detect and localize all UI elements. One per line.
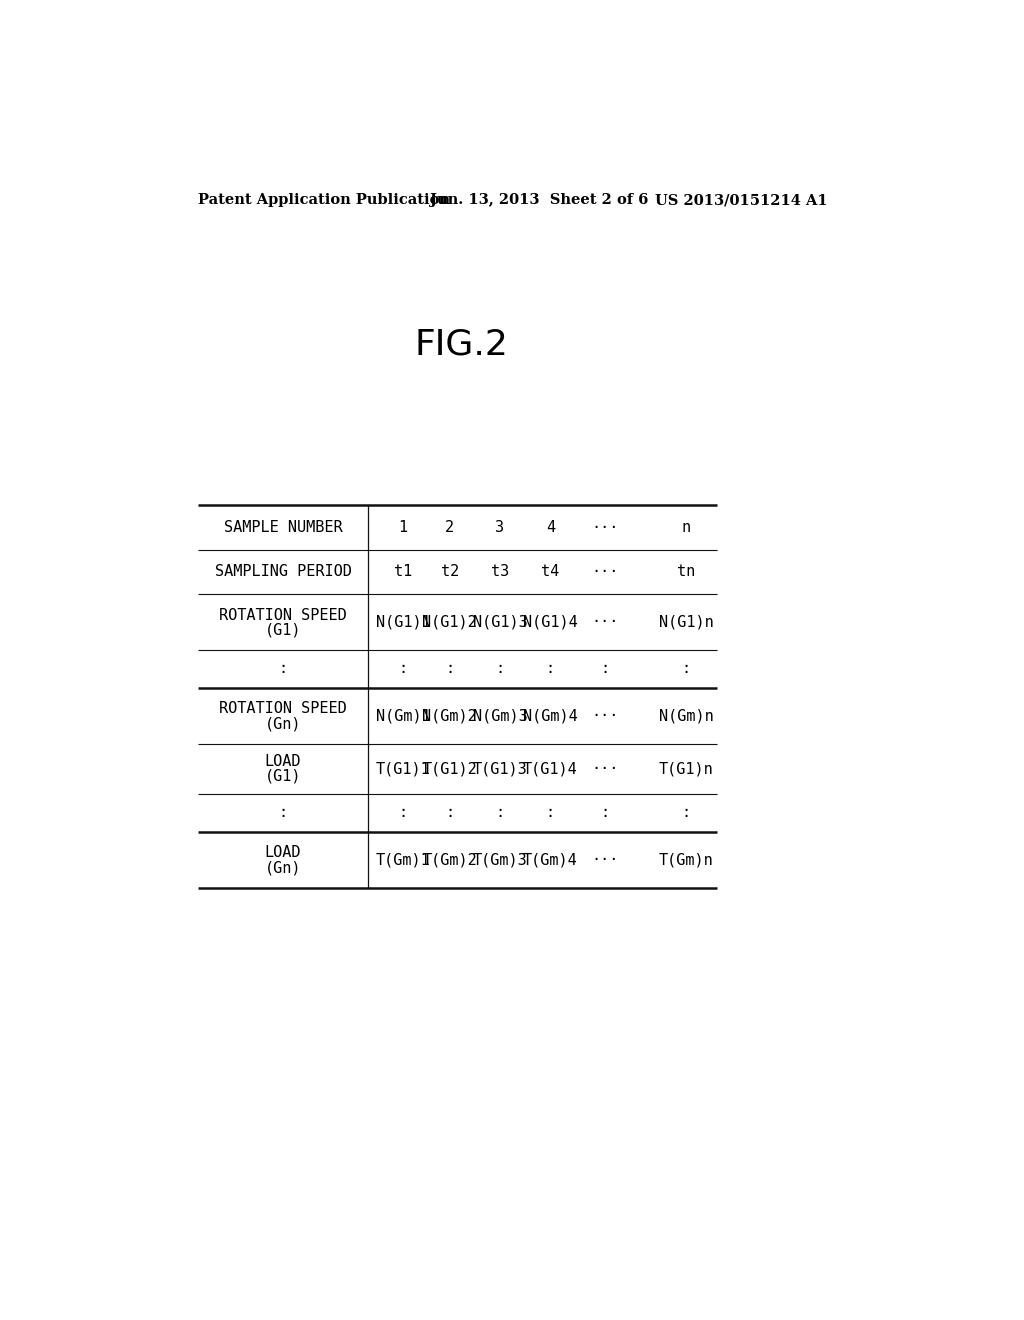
- Text: ROTATION SPEED: ROTATION SPEED: [219, 701, 347, 717]
- Text: FIG.2: FIG.2: [415, 327, 508, 362]
- Text: N(Gm)2: N(Gm)2: [422, 709, 477, 723]
- Text: 4: 4: [546, 520, 555, 535]
- Text: T(Gm)1: T(Gm)1: [376, 853, 430, 867]
- Text: tn: tn: [677, 565, 695, 579]
- Text: :: :: [398, 661, 408, 676]
- Text: N(Gm)1: N(Gm)1: [376, 709, 430, 723]
- Text: ROTATION SPEED: ROTATION SPEED: [219, 607, 347, 623]
- Text: ···: ···: [591, 709, 618, 723]
- Text: N(G1)3: N(G1)3: [473, 614, 527, 630]
- Text: N(Gm)n: N(Gm)n: [658, 709, 714, 723]
- Text: T(Gm)3: T(Gm)3: [473, 853, 527, 867]
- Text: ···: ···: [591, 520, 618, 535]
- Text: T(Gm)n: T(Gm)n: [658, 853, 714, 867]
- Text: t1: t1: [394, 565, 413, 579]
- Text: Patent Application Publication: Patent Application Publication: [198, 193, 450, 207]
- Text: :: :: [398, 805, 408, 821]
- Text: n: n: [681, 520, 690, 535]
- Text: :: :: [600, 805, 609, 821]
- Text: SAMPLING PERIOD: SAMPLING PERIOD: [215, 565, 351, 579]
- Text: T(Gm)2: T(Gm)2: [422, 853, 477, 867]
- Text: ···: ···: [591, 565, 618, 579]
- Text: US 2013/0151214 A1: US 2013/0151214 A1: [655, 193, 827, 207]
- Text: T(Gm)4: T(Gm)4: [523, 853, 578, 867]
- Text: :: :: [546, 661, 555, 676]
- Text: N(G1)2: N(G1)2: [422, 614, 477, 630]
- Text: (G1): (G1): [265, 622, 301, 638]
- Text: N(G1)n: N(G1)n: [658, 614, 714, 630]
- Text: T(G1)2: T(G1)2: [422, 762, 477, 776]
- Text: (Gn): (Gn): [265, 861, 301, 875]
- Text: :: :: [496, 661, 505, 676]
- Text: N(G1)4: N(G1)4: [523, 614, 578, 630]
- Text: :: :: [681, 661, 690, 676]
- Text: Jun. 13, 2013  Sheet 2 of 6: Jun. 13, 2013 Sheet 2 of 6: [430, 193, 648, 207]
- Text: :: :: [445, 661, 455, 676]
- Text: t2: t2: [440, 565, 459, 579]
- Text: :: :: [445, 805, 455, 821]
- Text: T(G1)4: T(G1)4: [523, 762, 578, 776]
- Text: :: :: [496, 805, 505, 821]
- Text: T(G1)3: T(G1)3: [473, 762, 527, 776]
- Text: :: :: [681, 805, 690, 821]
- Text: t4: t4: [542, 565, 559, 579]
- Text: ···: ···: [591, 762, 618, 776]
- Text: t3: t3: [490, 565, 509, 579]
- Text: :: :: [279, 661, 288, 676]
- Text: ···: ···: [591, 614, 618, 630]
- Text: :: :: [279, 805, 288, 821]
- Text: (Gn): (Gn): [265, 715, 301, 731]
- Text: LOAD: LOAD: [265, 754, 301, 770]
- Text: :: :: [546, 805, 555, 821]
- Text: SAMPLE NUMBER: SAMPLE NUMBER: [223, 520, 342, 535]
- Text: T(G1)n: T(G1)n: [658, 762, 714, 776]
- Text: 2: 2: [445, 520, 455, 535]
- Text: (G1): (G1): [265, 768, 301, 784]
- Text: ···: ···: [591, 853, 618, 867]
- Text: LOAD: LOAD: [265, 845, 301, 861]
- Text: T(G1)1: T(G1)1: [376, 762, 430, 776]
- Text: N(G1)1: N(G1)1: [376, 614, 430, 630]
- Text: :: :: [600, 661, 609, 676]
- Text: 3: 3: [496, 520, 505, 535]
- Text: N(Gm)4: N(Gm)4: [523, 709, 578, 723]
- Text: N(Gm)3: N(Gm)3: [473, 709, 527, 723]
- Text: 1: 1: [398, 520, 408, 535]
